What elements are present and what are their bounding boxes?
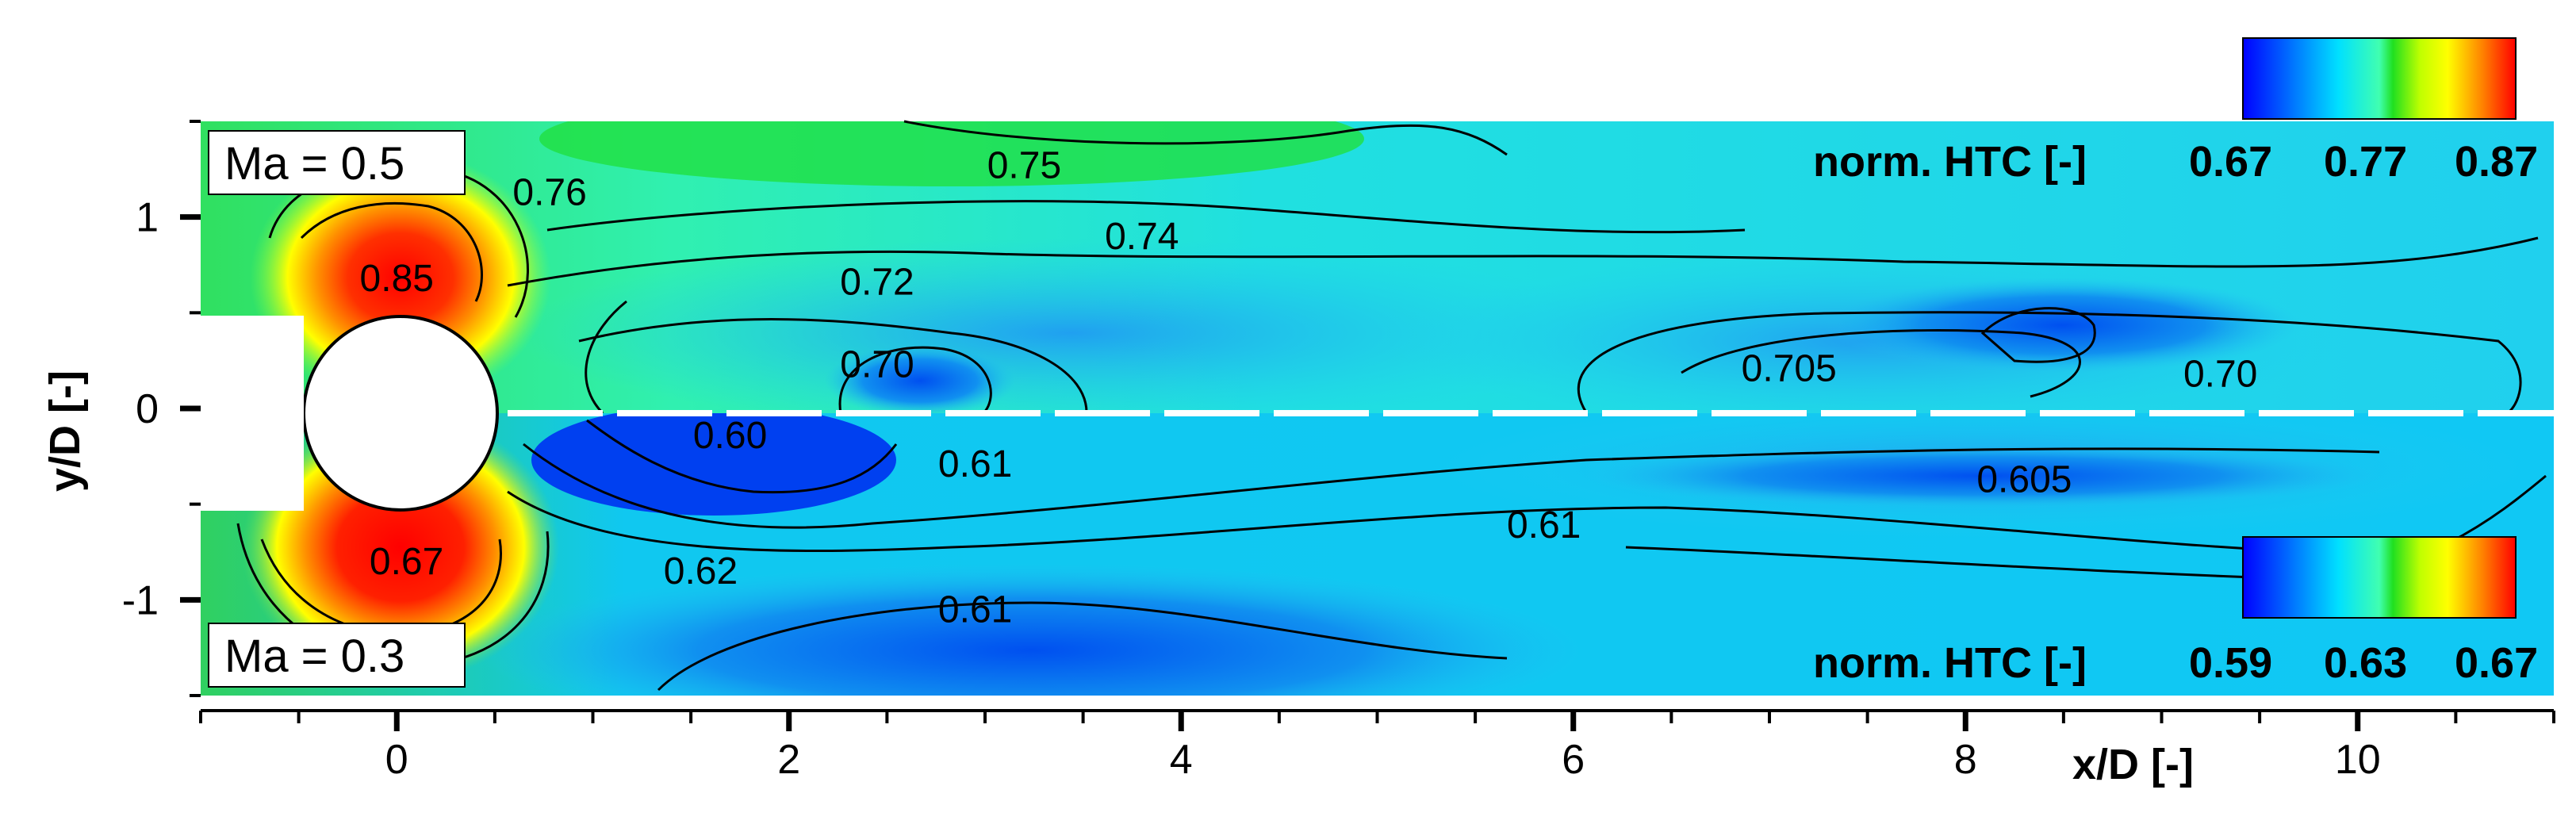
contour-label-upper-2: 0.74 — [1105, 216, 1179, 258]
contour-label-upper-7: 0.70 — [2183, 354, 2257, 396]
cylinder-wake-mask — [201, 316, 304, 511]
contour-label-upper-5: 0.70 — [840, 343, 914, 385]
contour-label-upper-4: 0.72 — [840, 262, 914, 304]
contour-label-upper-1: 0.76 — [512, 171, 586, 213]
x-axis-title: x/D [-] — [2072, 741, 2194, 788]
upper-field — [201, 121, 2554, 413]
colorbar-upper-tick-2: 0.87 — [2455, 138, 2538, 186]
colorbar-lower: norm. HTC [-] 0.59 0.63 0.67 — [1813, 536, 2538, 687]
colorbar-lower-tick-2: 0.67 — [2455, 639, 2538, 687]
contour-label-lower-0: 0.60 — [693, 415, 767, 457]
contour-label-lower-2: 0.605 — [1976, 458, 2072, 500]
contour-label-lower-4: 0.67 — [370, 541, 443, 583]
x-tick-label-0: 0 — [385, 737, 408, 783]
colorbar-upper-tick-0: 0.67 — [2189, 138, 2272, 186]
contour-label-upper-0: 0.75 — [987, 145, 1061, 187]
x-tick-label-1: 2 — [777, 737, 800, 783]
y-tick-label-0: 1 — [136, 195, 159, 241]
x-tick-label-5: 10 — [2335, 737, 2381, 783]
contour-label-lower-5: 0.62 — [664, 550, 738, 592]
contour-label-lower-1: 0.61 — [938, 443, 1012, 485]
colorbar-upper: norm. HTC [-] 0.67 0.77 0.87 — [1813, 37, 2538, 186]
y-axis-title: y/D [-] — [41, 370, 89, 492]
y-tick-label-2: -1 — [122, 577, 159, 623]
contour-label-lower-6: 0.61 — [938, 588, 1012, 631]
cylinder — [302, 315, 499, 512]
contour-label-upper-3: 0.85 — [360, 258, 434, 300]
colorbar-lower-tick-0: 0.59 — [2189, 639, 2272, 687]
x-tick-label-2: 4 — [1170, 737, 1193, 783]
x-tick-label-4: 8 — [1954, 737, 1977, 783]
case-label-upper-text: Ma = 0.5 — [224, 138, 404, 190]
case-label-lower-text: Ma = 0.3 — [224, 631, 404, 682]
contour-label-upper-6: 0.705 — [1742, 347, 1837, 389]
contour-labels: 0.75 0.76 0.74 0.85 0.72 0.70 0.705 0.70 0.60 0.6… — [360, 145, 2258, 631]
y-tick-label-1: 0 — [136, 386, 159, 432]
colorbar-lower-title: norm. HTC [-] — [1813, 639, 2087, 687]
colorbar-upper-tick-1: 0.77 — [2324, 138, 2407, 186]
contour-label-lower-3: 0.61 — [1507, 504, 1581, 546]
colorbar-lower-tick-1: 0.63 — [2324, 639, 2407, 687]
x-tick-label-3: 6 — [1562, 737, 1585, 783]
case-label-lower: Ma = 0.3 — [208, 623, 466, 688]
colorbar-upper-title: norm. HTC [-] — [1813, 138, 2087, 186]
case-label-upper: Ma = 0.5 — [208, 130, 466, 195]
